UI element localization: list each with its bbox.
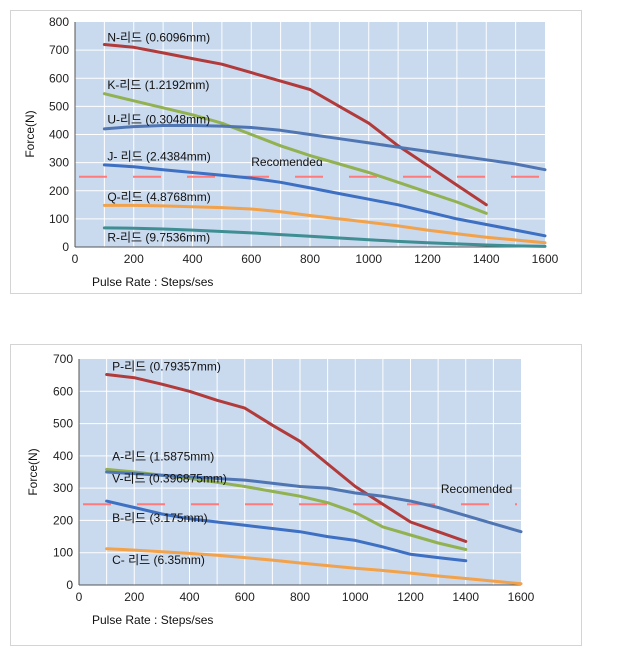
x-tick-label: 200	[124, 590, 144, 604]
x-tick-label: 1200	[397, 590, 424, 604]
series-line	[102, 163, 547, 238]
x-tick-label: 1000	[342, 590, 369, 604]
series-line	[102, 124, 547, 172]
x-tick-label: 0	[76, 590, 83, 604]
series-label: J- 리드 (2.4384mm)	[107, 149, 210, 163]
y-tick-label: 300	[49, 156, 69, 170]
series-label: K-리드 (1.2192mm)	[107, 78, 209, 92]
recommended-label: Recomended	[251, 155, 322, 169]
chart-panel-bottom: 0 100 200 300 400 500 600 700 0 200 400 600 800 1000 1…	[0, 336, 631, 654]
y-tick-label: 0	[66, 578, 73, 592]
recommended-label: Recomended	[441, 482, 512, 496]
x-tick-label: 0	[72, 252, 79, 266]
y-axis-title: Force(N)	[26, 448, 40, 495]
y-tick-label: 200	[53, 513, 73, 527]
x-tick-label: 800	[290, 590, 310, 604]
series-line	[105, 499, 468, 563]
x-tick-label: 800	[300, 252, 320, 266]
y-tick-label: 600	[53, 384, 73, 398]
x-tick-label: 1600	[508, 590, 535, 604]
y-tick-label: 800	[49, 15, 69, 29]
y-tick-label: 500	[53, 417, 73, 431]
y-axis-title: Force(N)	[23, 110, 37, 157]
x-tick-label: 600	[235, 590, 255, 604]
y-tick-label: 100	[49, 212, 69, 226]
series-label: C- 리드 (6.35mm)	[112, 553, 205, 567]
series-label: P-리드 (0.79357mm)	[112, 359, 221, 373]
series-label: R-리드 (9.7536mm)	[107, 230, 210, 244]
series-line	[102, 203, 547, 245]
y-tick-label: 700	[53, 352, 73, 366]
y-tick-label: 300	[53, 481, 73, 495]
y-tick-label: 200	[49, 184, 69, 198]
series-label: Q-리드 (4.8768mm)	[107, 190, 210, 204]
x-tick-label: 1000	[355, 252, 382, 266]
chart-top: 0 100 200 300 400 500 600 700 800 0 200 400 600 800 10…	[23, 15, 559, 289]
series-line	[105, 470, 523, 534]
x-tick-label: 1400	[473, 252, 500, 266]
series-label: V-리드 (0.396875mm)	[112, 471, 227, 485]
y-tick-label: 400	[53, 449, 73, 463]
series-line	[102, 92, 488, 215]
series-line	[102, 43, 488, 207]
y-tick-label: 400	[49, 128, 69, 142]
series-line	[105, 547, 523, 586]
y-tick-label: 0	[62, 240, 69, 254]
x-tick-label: 1200	[414, 252, 441, 266]
y-tick-label: 500	[49, 99, 69, 113]
x-tick-label: 400	[182, 252, 202, 266]
series-label: U-리드 (0.3048mm)	[107, 112, 210, 126]
chart-bottom: 0 100 200 300 400 500 600 700 0 200 400 600 800 1000 1…	[26, 352, 535, 627]
series-label: A-리드 (1.5875mm)	[112, 450, 214, 464]
x-axis-title: Pulse Rate : Steps/ses	[92, 613, 213, 627]
y-tick-label: 700	[49, 43, 69, 57]
series-line	[105, 373, 468, 543]
y-tick-label: 600	[49, 71, 69, 85]
series-label: B-리드 (3.175mm)	[112, 511, 207, 525]
x-tick-label: 1400	[452, 590, 479, 604]
x-tick-label: 1600	[532, 252, 559, 266]
chart-panel-top: 0 100 200 300 400 500 600 700 800 0 200 400 600 800 10…	[0, 0, 631, 300]
x-tick-label: 600	[241, 252, 261, 266]
y-tick-label: 100	[53, 546, 73, 560]
x-axis-title: Pulse Rate : Steps/ses	[92, 275, 213, 289]
series-label: N-리드 (0.6096mm)	[107, 31, 210, 45]
x-tick-label: 200	[124, 252, 144, 266]
series-line	[102, 226, 547, 248]
x-tick-label: 400	[179, 590, 199, 604]
